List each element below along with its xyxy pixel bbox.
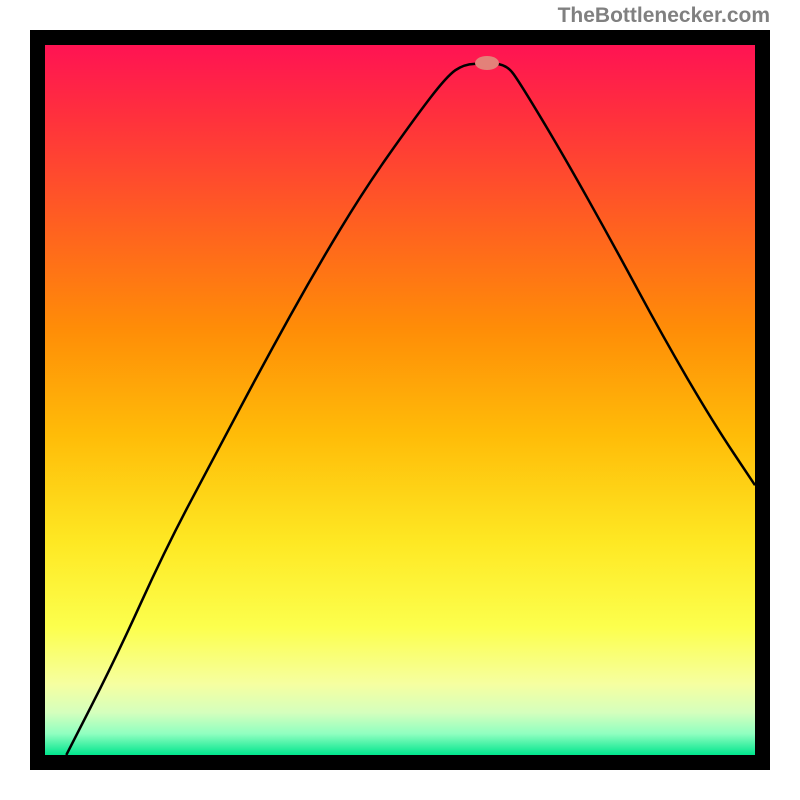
bottleneck-curve (45, 45, 755, 755)
chart-frame (30, 30, 770, 770)
attribution-text: TheBottlenecker.com (558, 4, 770, 28)
optimal-marker (473, 54, 501, 72)
